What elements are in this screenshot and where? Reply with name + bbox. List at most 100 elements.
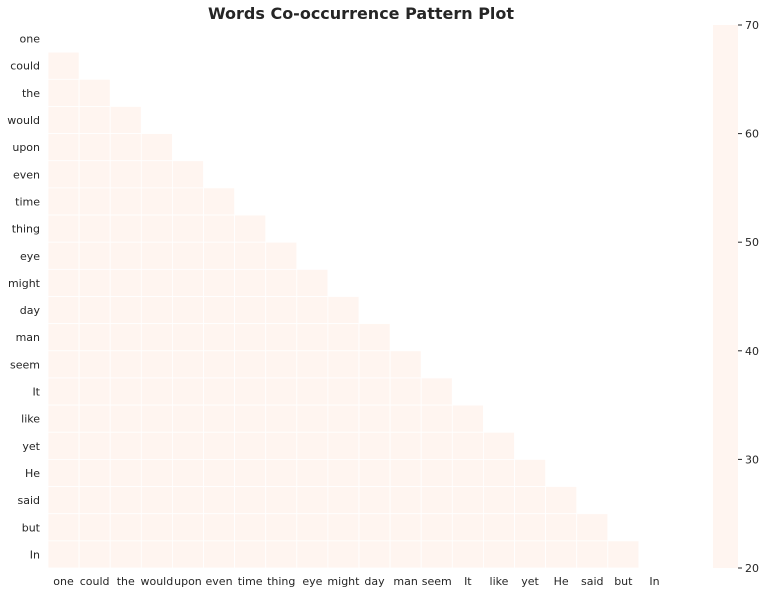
- heatmap-cell-but-like: [482, 513, 515, 542]
- heatmap-cell-said-could: [78, 486, 111, 515]
- heatmap-cell-but-could: [78, 513, 111, 542]
- heatmap-cell-eye-upon: [171, 241, 204, 270]
- heatmap-cell-day-one: [47, 296, 80, 325]
- heatmap-cell-It-time: [234, 377, 267, 406]
- heatmap-cell-It-seem: [420, 377, 453, 406]
- x-tick-label: In: [649, 575, 659, 588]
- heatmap-cell-seem-the: [109, 350, 142, 379]
- heatmap-cell-It-eye: [296, 377, 329, 406]
- heatmap-cell-like-time: [234, 404, 267, 433]
- heatmap-cell-man-thing: [265, 323, 298, 352]
- heatmap-cell-day-upon: [171, 296, 204, 325]
- heatmap-cell-said-thing: [265, 486, 298, 515]
- heatmap-cell-In-time: [234, 540, 267, 569]
- heatmap-cell-In-the: [109, 540, 142, 569]
- heatmap-cell-seem-time: [234, 350, 267, 379]
- heatmap-cell-man-might: [327, 323, 360, 352]
- y-tick-labels: one could the would upon even time thing eye migh…: [7, 33, 40, 562]
- heatmap-cell-would-one: [47, 106, 80, 134]
- heatmap-cell-like-might: [327, 404, 360, 433]
- heatmap-cell-He-might: [327, 458, 360, 487]
- heatmap-cell-He-thing: [265, 458, 298, 487]
- heatmap-cell-like-upon: [171, 404, 204, 433]
- heatmap-cell-He-would: [140, 458, 173, 487]
- heatmap-cell-the-could: [78, 78, 111, 107]
- heatmap-cell-It-might: [327, 377, 360, 406]
- heatmap-cell-might-time: [234, 268, 267, 297]
- heatmap-cell-He-day: [358, 458, 391, 487]
- heatmap-cell-In-could: [78, 540, 111, 569]
- x-tick-label: might: [327, 575, 360, 588]
- heatmap-cell-but-thing: [265, 513, 298, 542]
- heatmap-cell-It-would: [140, 377, 173, 406]
- heatmap-cell-like-It: [451, 404, 484, 433]
- heatmap-cell-upon-would: [140, 133, 173, 162]
- heatmap-cell-In-It: [451, 540, 484, 569]
- heatmap-cell-yet-day: [358, 431, 391, 460]
- heatmap-cell-In-He: [545, 540, 578, 569]
- x-tick-label: man: [393, 575, 417, 588]
- heatmap-cell-seem-eye: [296, 350, 329, 379]
- heatmap-cell-In-might: [327, 540, 360, 569]
- y-tick-label: could: [10, 60, 40, 73]
- heatmap-cell-yet-eye: [296, 431, 329, 460]
- heatmap-cell-thing-could: [78, 214, 111, 243]
- colorbar-tick-label: 30: [745, 453, 759, 466]
- y-tick-label: seem: [10, 358, 40, 371]
- heatmap-cell-day-thing: [265, 296, 298, 325]
- colorbar-gradient: [713, 25, 738, 568]
- heatmap-cell-said-eye: [296, 486, 329, 515]
- heatmap-cell-In-but: [607, 540, 640, 569]
- heatmap-cell-In-one: [47, 540, 80, 569]
- heatmap-cell-time-one: [47, 187, 80, 216]
- y-tick-label: yet: [22, 440, 40, 453]
- heatmap-cell-thing-upon: [171, 214, 204, 243]
- heatmap-cell-man-upon: [171, 323, 204, 352]
- y-tick-label: It: [32, 386, 40, 399]
- heatmap-cell-said-might: [327, 486, 360, 515]
- y-tick-label: said: [17, 494, 40, 507]
- heatmap-cell-man-the: [109, 323, 142, 352]
- heatmap-cell-seem-thing: [265, 350, 298, 379]
- heatmap-cell-like-one: [47, 404, 80, 433]
- x-tick-label: like: [490, 575, 509, 588]
- x-tick-label: could: [80, 575, 110, 588]
- y-tick-label: man: [16, 331, 40, 344]
- y-tick-label: In: [30, 548, 40, 561]
- heatmap-cell-said-It: [451, 486, 484, 515]
- heatmap-cell-upon-one: [47, 133, 80, 162]
- heatmap-cell-seem-would: [140, 350, 173, 379]
- colorbar-tick-label: 20: [745, 562, 759, 575]
- heatmap-cell-might-the: [109, 268, 142, 297]
- heatmap-cell-even-the: [109, 160, 142, 189]
- heatmap-cell-but-the: [109, 513, 142, 542]
- heatmap-cell-It-man: [389, 377, 422, 406]
- heatmap-cell-He-one: [47, 458, 80, 487]
- heatmap-cell-In-eye: [296, 540, 329, 569]
- heatmap-cell-time-could: [78, 187, 111, 216]
- heatmap-cell-seem-even: [203, 350, 236, 379]
- heatmap-cell-In-seem: [420, 540, 453, 569]
- x-tick-label: time: [238, 575, 263, 588]
- heatmap-cell-time-even: [203, 187, 236, 216]
- heatmap-cell-said-like: [482, 486, 515, 515]
- heatmap-cell-said-one: [47, 486, 80, 515]
- heatmap-cell-but-said: [576, 513, 609, 542]
- heatmap-cell-yet-would: [140, 431, 173, 460]
- x-tick-label: yet: [521, 575, 539, 588]
- heatmap-cell-In-even: [203, 540, 236, 569]
- heatmap-cell-time-would: [140, 187, 173, 216]
- heatmap-cell-In-yet: [514, 540, 547, 569]
- heatmap-cell-but-one: [47, 513, 80, 542]
- heatmap-cells: [47, 51, 640, 569]
- heatmap-cell-It-day: [358, 377, 391, 406]
- heatmap-cell-eye-would: [140, 241, 173, 270]
- heatmap-cell-upon-could: [78, 133, 111, 162]
- y-tick-label: eye: [20, 250, 40, 263]
- y-tick-label: the: [22, 87, 40, 100]
- colorbar-tick-label: 60: [745, 128, 759, 141]
- heatmap-cell-time-upon: [171, 187, 204, 216]
- heatmap-cell-like-even: [203, 404, 236, 433]
- heatmap-cell-like-man: [389, 404, 422, 433]
